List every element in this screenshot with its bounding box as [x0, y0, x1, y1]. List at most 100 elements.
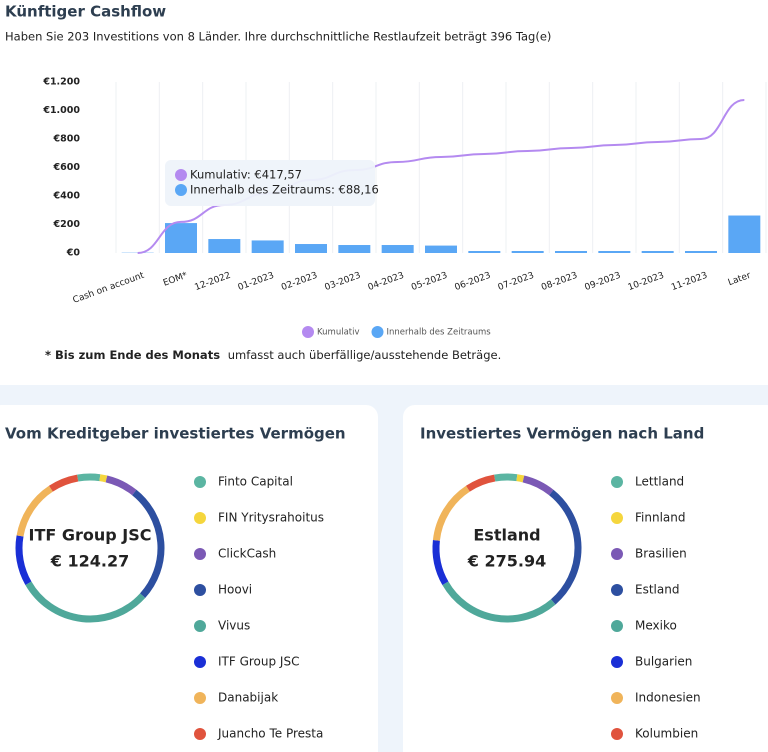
legend-label: Kumulativ: [317, 328, 360, 338]
legend-label: Danabijak: [218, 691, 278, 705]
tooltip: [165, 160, 375, 206]
bar: [468, 251, 501, 253]
legend-label: Innerhalb des Zeitraums: [387, 328, 492, 338]
x-tick-label: EOM*: [162, 271, 189, 289]
card-title: Vom Kreditgeber investiertes Vermögen: [5, 425, 346, 443]
legend-label: Lettland: [635, 475, 684, 489]
center-value: € 275.94: [467, 552, 546, 571]
legend-swatch: [194, 476, 206, 488]
x-tick-label: 11-2023: [670, 271, 709, 293]
x-tick-label: 12-2022: [193, 271, 232, 293]
legend-swatch: [611, 656, 623, 668]
x-tick-label: Later: [727, 271, 753, 288]
center-title: Estland: [473, 526, 540, 545]
legend-label: ITF Group JSC: [218, 655, 299, 669]
legend-swatch: [611, 728, 623, 740]
legend-swatch: [194, 620, 206, 632]
footnote: * Bis zum Ende des Monats umfasst auch ü…: [45, 348, 501, 362]
donut-segment: [432, 485, 470, 541]
legend-swatch: [194, 548, 206, 560]
legend-swatch: [371, 326, 384, 338]
legend-label: Hoovi: [218, 583, 252, 597]
y-tick-label: €1.000: [42, 105, 80, 116]
tooltip-text: Innerhalb des Zeitraums: €88,16: [190, 183, 379, 197]
legend-swatch: [194, 692, 206, 704]
x-tick-label: Cash on account: [72, 271, 146, 306]
legend-swatch: [194, 512, 206, 524]
donut-segment: [494, 473, 518, 482]
bar: [381, 245, 414, 253]
tooltip-swatch: [175, 169, 187, 181]
y-tick-label: €800: [53, 134, 81, 145]
x-tick-label: 08-2023: [540, 271, 579, 293]
legend-label: Finnland: [635, 511, 685, 525]
legend-label: ClickCash: [218, 547, 276, 561]
donut-segment: [16, 485, 53, 537]
donut-segment: [15, 535, 32, 586]
center-title: ITF Group JSC: [28, 526, 151, 545]
x-tick-label: 10-2023: [627, 271, 666, 293]
donut-segment: [522, 475, 554, 496]
footnote-text: umfasst auch überfällige/ausstehende Bet…: [228, 348, 502, 362]
legend-label: Juancho Te Presta: [217, 727, 323, 741]
bar: [598, 251, 631, 253]
y-tick-label: €400: [53, 191, 81, 202]
bar: [338, 245, 371, 253]
x-tick-label: 07-2023: [497, 271, 536, 293]
bar: [728, 215, 761, 253]
donut-segment: [465, 474, 496, 492]
bar: [685, 251, 717, 253]
bar: [165, 223, 197, 253]
legend-swatch: [302, 326, 314, 338]
card-title: Investiertes Vermögen nach Land: [420, 425, 704, 443]
legend-label: Vivus: [218, 619, 250, 633]
subtitle: Haben Sie 203 Investitions von 8 Länder.…: [5, 30, 551, 44]
y-tick-label: €1.200: [42, 77, 80, 88]
donut-segment: [77, 473, 101, 482]
x-tick-label: 06-2023: [453, 271, 492, 293]
x-tick-label: 01-2023: [237, 271, 276, 293]
donut-segment: [99, 474, 108, 483]
x-tick-label: 03-2023: [323, 271, 362, 293]
legend-label: Finto Capital: [218, 475, 293, 489]
tooltip-swatch: [175, 184, 187, 196]
legend-swatch: [611, 692, 623, 704]
donut-segment: [549, 489, 582, 605]
title: Künftiger Cashflow: [5, 3, 166, 21]
legend-label: FIN Yritysrahoitus: [218, 511, 324, 525]
legend-swatch: [611, 512, 623, 524]
legend-swatch: [611, 584, 623, 596]
legend-swatch: [194, 584, 206, 596]
x-tick-label: 09-2023: [583, 271, 622, 293]
legend-label: Kolumbien: [635, 727, 698, 741]
donut-segment: [432, 539, 449, 586]
x-tick-label: 02-2023: [280, 271, 319, 293]
donut-segment: [132, 489, 165, 599]
legend-label: Estland: [635, 583, 679, 597]
center-value: € 124.27: [50, 552, 129, 571]
legend-label: Indonesien: [635, 691, 701, 705]
legend-swatch: [611, 620, 623, 632]
tooltip-text: Kumulativ: €417,57: [190, 168, 302, 182]
y-tick-label: €200: [53, 219, 81, 230]
bar: [251, 240, 284, 253]
y-tick-label: €0: [66, 248, 81, 259]
bar: [425, 245, 457, 253]
x-tick-label: 04-2023: [367, 271, 406, 293]
donut-segment: [105, 475, 137, 496]
footnote-bold: * Bis zum Ende des Monats: [45, 348, 220, 362]
legend-label: Mexiko: [635, 619, 677, 633]
legend-swatch: [611, 548, 623, 560]
bar: [555, 251, 587, 253]
donut-segment: [48, 474, 79, 492]
bar: [208, 239, 241, 253]
y-tick-label: €600: [53, 162, 81, 173]
x-tick-label: 05-2023: [410, 271, 449, 293]
legend-label: Brasilien: [635, 547, 687, 561]
legend-label: Bulgarien: [635, 655, 692, 669]
legend-swatch: [611, 476, 623, 488]
card: [0, 405, 378, 752]
legend-swatch: [194, 656, 206, 668]
donut-segment: [25, 581, 146, 623]
